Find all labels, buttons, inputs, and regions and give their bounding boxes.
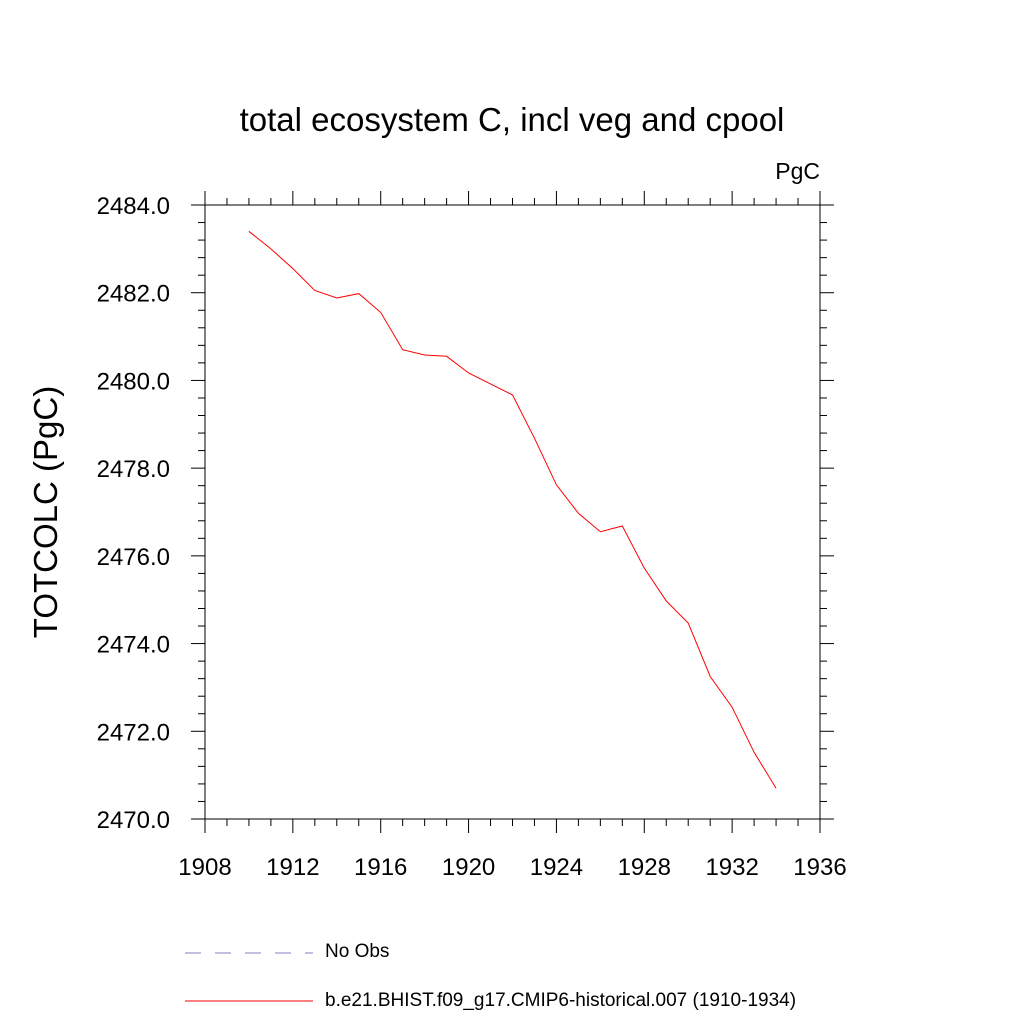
series-line [248,230,777,789]
x-tick-label: 1928 [618,854,671,881]
chart-title: total ecosystem C, incl veg and cpool [239,101,785,138]
y-tick-label: 2478.0 [97,456,170,483]
legend-label-no-obs: No Obs [325,941,390,962]
x-tick-label: 1912 [266,854,319,881]
y-tick-label: 2470.0 [97,807,170,834]
legend [185,952,313,1002]
y-tick-label: 2482.0 [97,281,170,308]
legend-label-model-run: b.e21.BHIST.f09_g17.CMIP6-historical.007… [325,990,797,1011]
y-tick-label: 2474.0 [97,632,170,659]
units-label: PgC [775,158,820,184]
x-tick-label: 1924 [530,854,583,881]
y-tick-label: 2480.0 [97,368,170,395]
y-tick-label: 2472.0 [97,719,170,746]
x-tick-label: 1936 [793,854,846,881]
x-tick-label: 1916 [354,854,407,881]
major-ticks [191,191,834,833]
tick-labels: 1908 1912 1916 1920 1924 1928 1932 1936 2470.0 24… [97,193,847,881]
x-tick-label: 1932 [705,854,758,881]
minor-ticks [198,198,827,826]
y-tick-label: 2476.0 [97,544,170,571]
series-layer [248,230,777,789]
y-tick-label: 2484.0 [97,193,170,220]
x-tick-label: 1920 [442,854,495,881]
x-tick-label: 1908 [178,854,231,881]
plot-frame [204,204,821,820]
